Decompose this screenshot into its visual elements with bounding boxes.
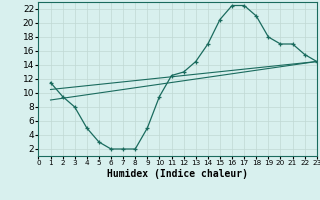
X-axis label: Humidex (Indice chaleur): Humidex (Indice chaleur) [107,169,248,179]
